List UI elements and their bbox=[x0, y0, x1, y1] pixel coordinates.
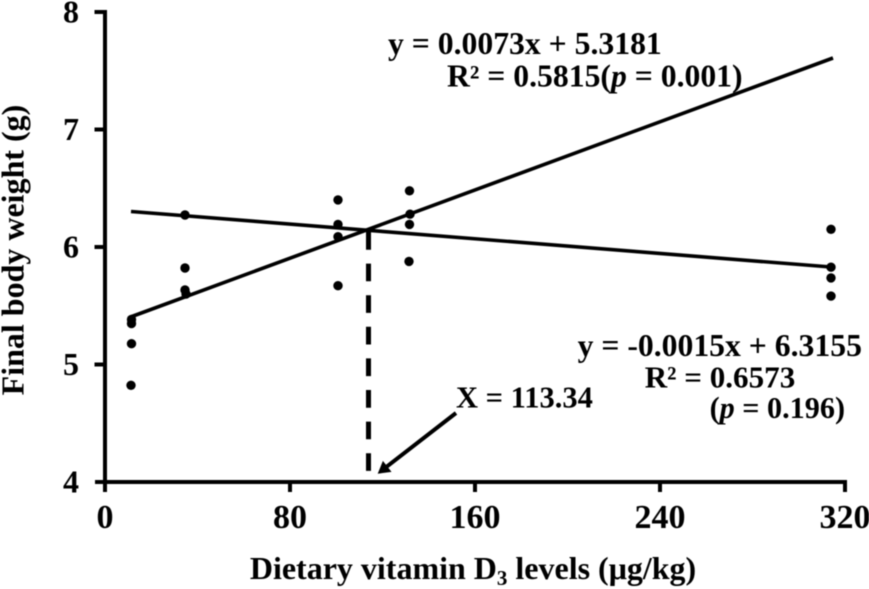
svg-text:R² = 0.5815(p = 0.001): R² = 0.5815(p = 0.001) bbox=[447, 59, 743, 94]
svg-text:y = -0.0015x + 6.3155: y = -0.0015x + 6.3155 bbox=[578, 328, 862, 363]
svg-text:Final body weight (g): Final body weight (g) bbox=[0, 105, 31, 396]
svg-text:y = 0.0073x + 5.3181: y = 0.0073x + 5.3181 bbox=[388, 26, 662, 61]
svg-text:5: 5 bbox=[63, 346, 79, 382]
svg-text:7: 7 bbox=[63, 111, 79, 147]
svg-text:4: 4 bbox=[63, 464, 79, 500]
svg-text:Dietary vitamin D3 levels (μg/: Dietary vitamin D3 levels (μg/kg) bbox=[250, 550, 696, 589]
svg-text:240: 240 bbox=[635, 499, 686, 536]
svg-text:X = 113.34: X = 113.34 bbox=[456, 380, 593, 414]
svg-text:80: 80 bbox=[273, 499, 307, 536]
svg-text:160: 160 bbox=[450, 499, 501, 536]
svg-text:0: 0 bbox=[97, 499, 114, 536]
svg-text:320: 320 bbox=[820, 499, 869, 536]
svg-text:8: 8 bbox=[63, 0, 79, 30]
svg-text:(p = 0.196): (p = 0.196) bbox=[710, 391, 845, 425]
svg-text:R² = 0.6573: R² = 0.6573 bbox=[645, 360, 796, 395]
svg-text:6: 6 bbox=[63, 229, 79, 265]
